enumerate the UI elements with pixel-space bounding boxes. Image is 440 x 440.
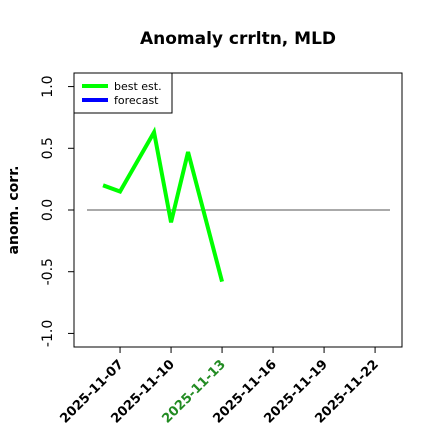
legend-label: forecast bbox=[114, 94, 159, 107]
y-tick-label: 0.5 bbox=[40, 137, 56, 159]
y-tick-label: -1.0 bbox=[40, 320, 56, 347]
y-axis-label: anom. corr. bbox=[6, 166, 22, 255]
y-tick-label: 0.0 bbox=[40, 199, 56, 221]
legend-label: best est. bbox=[114, 80, 162, 93]
chart-title: Anomaly crrltn, MLD bbox=[140, 29, 336, 49]
legend-box bbox=[73, 72, 173, 114]
data-line bbox=[102, 126, 224, 283]
y-tick-label: -0.5 bbox=[40, 258, 56, 285]
y-tick-label: 1.0 bbox=[40, 75, 56, 97]
